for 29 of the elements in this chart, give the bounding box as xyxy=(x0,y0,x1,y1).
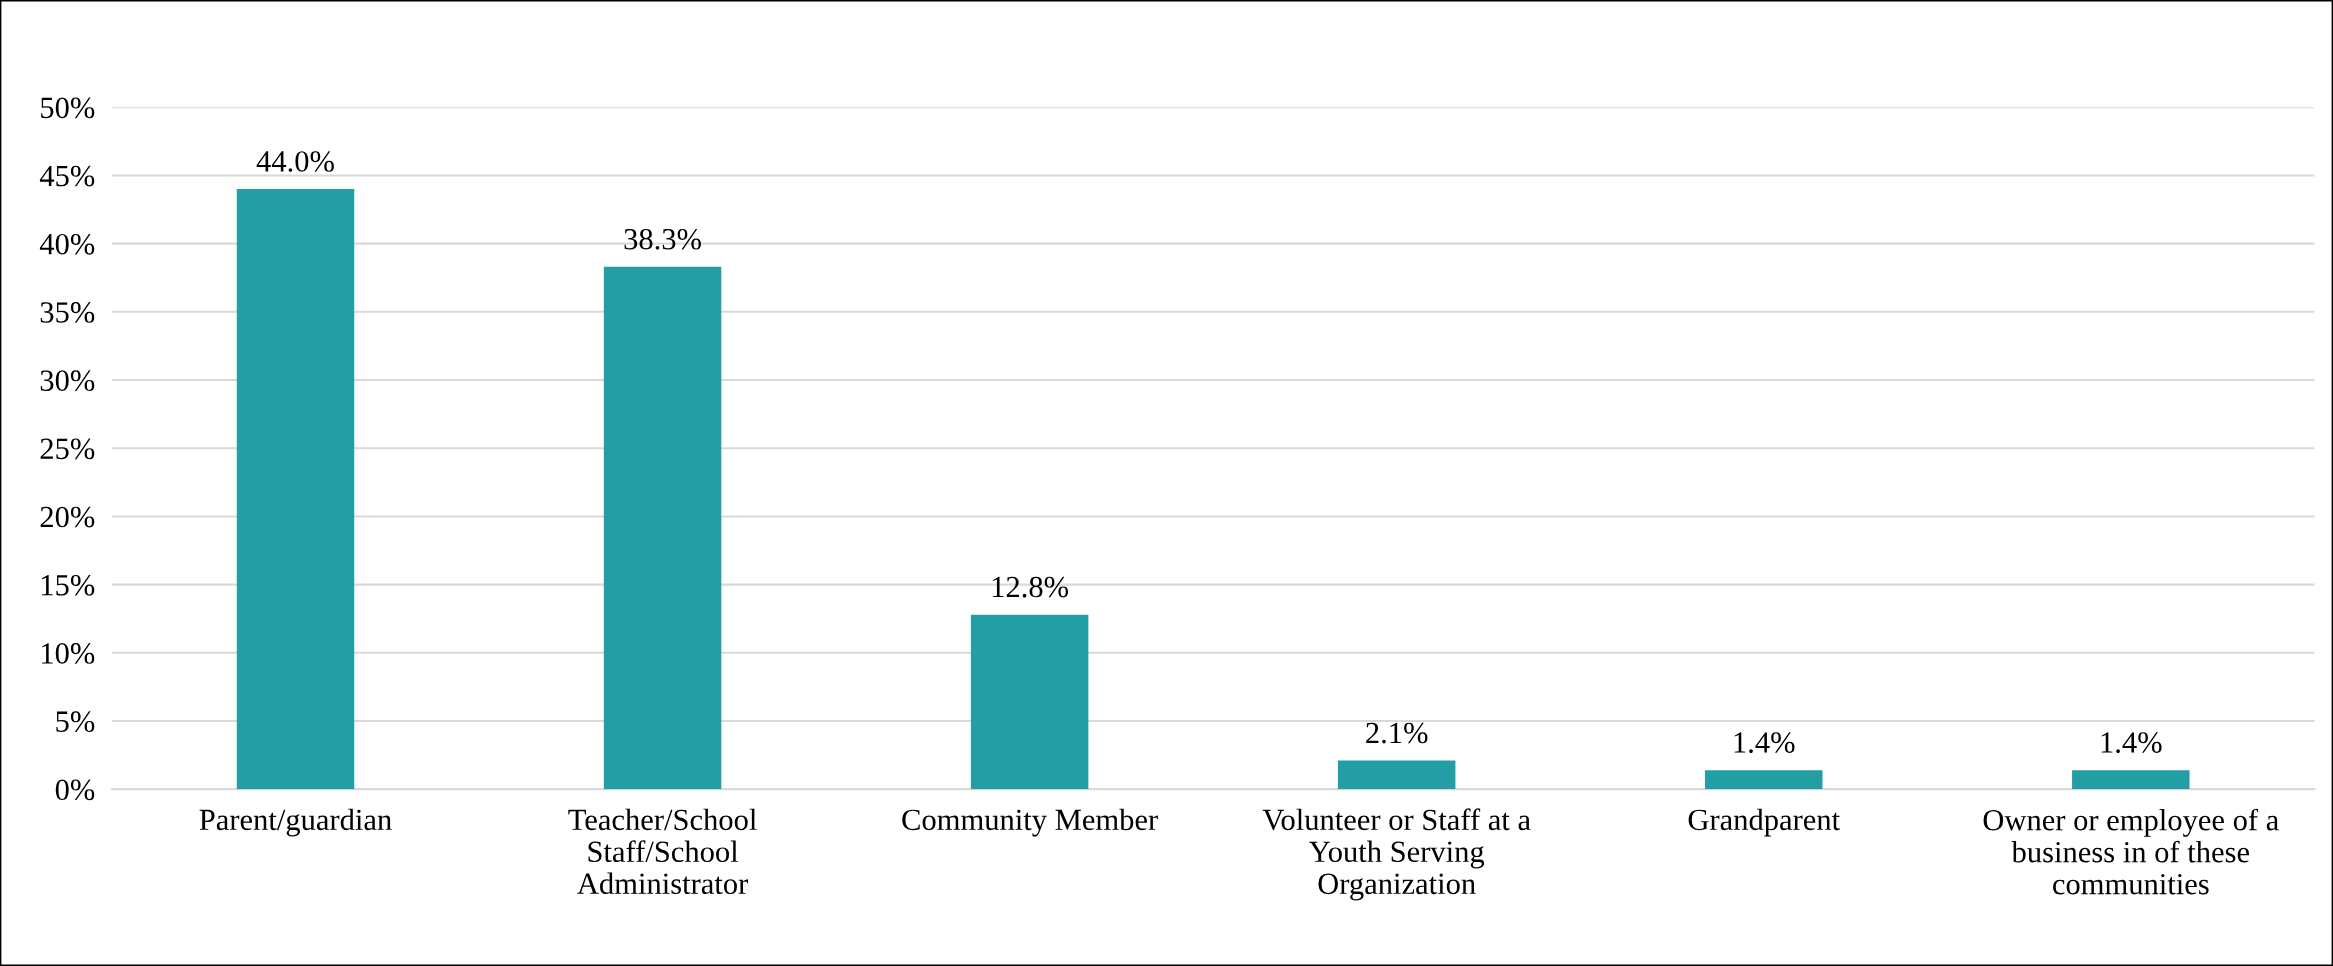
data-label: 12.8% xyxy=(992,576,1069,598)
bar xyxy=(2072,770,2190,790)
y-tick-label: 30% xyxy=(40,370,95,392)
bar xyxy=(603,266,722,790)
data-label: 2.1% xyxy=(1366,722,1428,744)
x-tick-label: Volunteer or Staff at a Youth Serving Organization xyxy=(1262,808,1531,901)
x-tick-label: Grandparent xyxy=(1688,808,1840,837)
data-label: 1.4% xyxy=(1734,732,1795,753)
data-label: 38.3% xyxy=(624,228,701,250)
bar xyxy=(970,614,1089,790)
y-tick-label: 50% xyxy=(41,97,95,119)
x-tick-label: Owner or employee of a business in of these communities xyxy=(1983,808,2279,895)
y-tick-label: 35% xyxy=(40,302,95,323)
x-tick-label: Community Member xyxy=(902,808,1158,837)
y-tick-label: 40% xyxy=(39,233,95,255)
y-tick-label: 0% xyxy=(55,779,95,801)
x-tick-label: Parent/guardian xyxy=(199,808,392,837)
y-tick-label: 10% xyxy=(42,643,95,664)
data-label: 44.0% xyxy=(256,151,334,172)
y-tick-label: 20% xyxy=(40,506,95,528)
bar xyxy=(1337,760,1456,790)
y-tick-label: 45% xyxy=(39,165,95,187)
y-tick-label: 25% xyxy=(40,438,95,460)
bar xyxy=(236,189,355,790)
bar xyxy=(1705,770,1823,790)
data-label: 1.4% xyxy=(2101,732,2162,753)
y-tick-label: 5% xyxy=(56,711,95,733)
y-tick-label: 15% xyxy=(42,574,95,596)
x-tick-label: Teacher/School Staff/School Administrator xyxy=(568,808,757,895)
